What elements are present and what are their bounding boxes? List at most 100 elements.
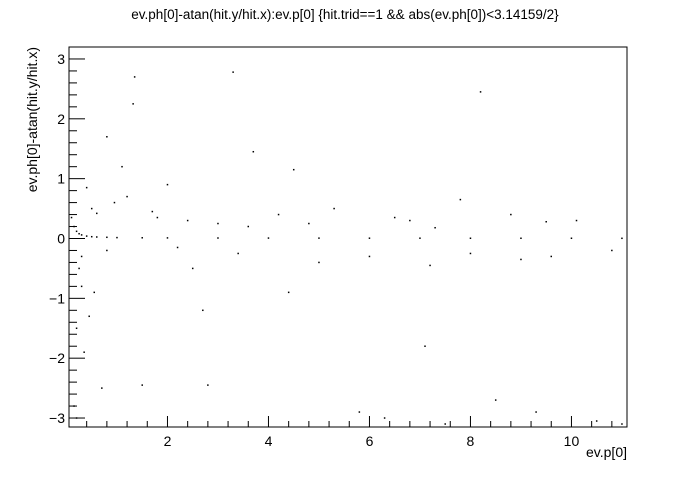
data-point [368,255,371,258]
data-point [292,168,295,171]
data-point [318,261,320,264]
data-point [93,291,95,294]
data-point [267,237,270,239]
data-point [621,423,623,425]
data-point [237,252,239,255]
x-tick-label: 8 [467,433,475,449]
data-point [96,212,98,215]
axis-layer: 2 4 6 8 10 −3 −2 −1 0 1 2 3 [49,46,613,449]
data-point [133,76,136,78]
data-point [106,136,108,138]
data-point [78,267,80,270]
data-point [113,201,116,204]
data-point [434,226,436,229]
x-axis-label: ev.p[0] [586,444,627,460]
data-point [277,213,280,216]
data-point [176,246,179,249]
data-point [217,237,219,239]
data-point [611,249,613,252]
data-point [106,249,108,252]
data-point [217,222,219,225]
data-point [383,417,386,419]
x-tick-label: 10 [564,433,580,449]
data-point [545,220,547,223]
x-tick-label: 4 [265,433,273,449]
data-point [247,225,250,228]
data-point [570,237,573,240]
data-point [166,237,169,239]
data-point [156,216,159,219]
data-point [621,237,623,240]
data-point [101,387,103,389]
data-point [116,236,118,239]
data-point [333,207,335,210]
data-point [550,255,553,258]
data-point [232,71,234,73]
data-point [535,411,537,413]
data-point [520,237,522,240]
x-tick-label: 2 [164,433,172,449]
data-point [393,216,396,219]
data-point [90,235,93,238]
data-point [166,183,169,186]
data-point [358,411,361,413]
data-point [75,230,78,233]
y-tick-label: 1 [57,171,65,187]
data-point [80,234,83,236]
data-point [141,384,143,386]
data-point [80,285,83,288]
data-point [287,291,290,294]
data-point [595,420,598,422]
y-axis-label: ev.ph[0]-atan(hit.y/hit.x) [24,47,40,192]
data-point [424,345,426,347]
data-point [444,423,446,425]
data-point [90,207,93,210]
data-point [469,237,472,240]
data-point [151,210,154,213]
data-point [78,232,80,235]
data-point [429,264,431,267]
data-point [70,216,73,219]
y-tick-label: 2 [57,111,65,127]
data-point [368,237,371,239]
data-point [318,237,320,239]
data-point [459,198,462,201]
data-point [85,186,88,189]
data-point [96,236,98,238]
data-point [202,309,204,312]
marks-layer [70,71,623,425]
data-point [132,103,134,105]
plot-frame [68,46,628,428]
data-point [510,213,512,216]
y-tick-label: −1 [49,290,65,306]
data-point [479,91,482,93]
chart-title: ev.ph[0]-atan(hit.y/hit.x):ev.p[0] {hit.… [131,7,559,22]
data-point [520,258,522,261]
data-point [186,219,189,222]
y-tick-label: −3 [49,410,65,426]
y-tick-label: 0 [57,230,65,246]
data-point [126,195,128,198]
data-point [85,235,88,237]
x-tick-label: 6 [366,433,374,449]
y-tick-label: −2 [49,350,65,366]
data-point [141,237,143,239]
data-point [121,165,123,168]
data-point [83,351,85,353]
data-point [252,150,255,153]
data-point [575,219,578,222]
data-point [88,315,90,318]
data-point [191,267,194,270]
data-point [494,399,497,401]
y-tick-label: 3 [57,51,65,67]
data-point [80,255,83,258]
data-point [308,222,310,225]
data-point [419,237,421,239]
data-point [106,236,108,239]
data-point [75,327,78,330]
data-point [207,384,209,386]
data-point [409,219,411,222]
